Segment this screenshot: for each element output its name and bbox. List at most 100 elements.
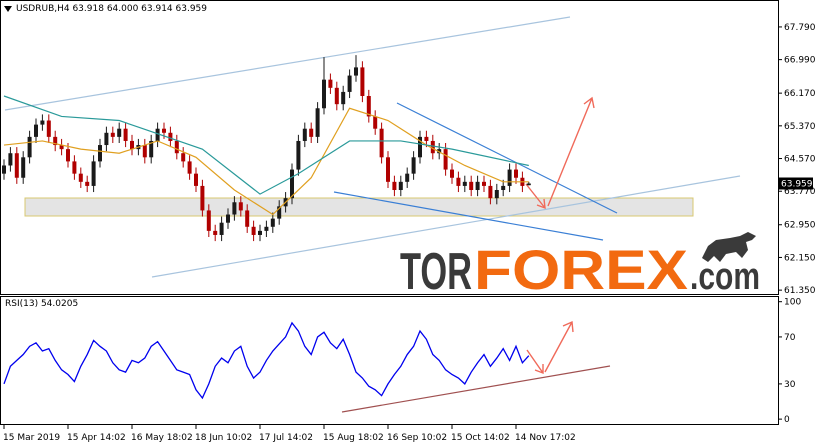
candle-body [59,145,64,150]
candle-body [187,161,192,174]
x-tick-label: 18 Jun 10:02 [195,433,252,443]
price-panel-frame [0,0,779,295]
candle-body [91,161,96,186]
candle-body [354,67,358,76]
arrow-up [547,96,595,207]
candle-body [494,190,499,199]
candle-body [264,226,269,231]
candle-body [98,145,102,162]
candle-body [34,124,38,137]
watermark-right: .com [690,256,760,298]
resistance-line [396,102,618,214]
candle-body [437,149,442,154]
candle-body [462,181,467,186]
x-tick-label: 14 Nov 17:02 [515,433,576,443]
rsi-panel-frame [0,296,779,425]
candle-body [162,128,166,133]
candle-body [27,136,32,158]
panel-marker [4,6,12,12]
candle-body [443,149,448,170]
candle-body [334,87,339,105]
rsi-arrow-up [544,320,574,373]
y-tick-label: 30 [784,380,796,390]
x-tick-label: 16 May 18:02 [131,433,193,443]
candle-body [200,185,205,211]
y-tick-label: 0 [784,415,790,425]
candle-body [424,136,429,141]
candle-body [501,185,506,191]
candle-body [14,153,19,178]
candle-body [405,173,410,182]
y-tick-label: 66.170 [784,89,815,99]
candle-body [418,136,422,158]
channel-upper [4,16,571,111]
candle-body [110,132,115,137]
candle-body [392,181,397,191]
candle-body [469,181,474,191]
candle-body [226,214,230,223]
rsi-arrow-down [526,349,544,375]
candle-body [258,230,262,235]
candle-body [296,140,301,170]
candle-body [251,226,256,235]
candle-body [322,79,326,109]
candle-body [21,157,26,178]
candle-body [245,210,250,227]
candle-body [130,140,134,150]
y-tick-label: 100 [784,298,801,308]
candle-body [53,136,58,146]
x-tick-label: 17 Jul 14:02 [259,433,313,443]
candle-body [398,181,403,191]
watermark-left: TOR [400,243,472,301]
y-tick-label: 63.770 [784,187,815,197]
x-tick-label: 15 Aug 18:02 [323,433,384,443]
candle-body [475,181,480,191]
candle-body [219,222,224,235]
candle-body [78,173,83,182]
candle-body [290,169,294,199]
candle-body [507,169,512,186]
candle-body [488,185,493,199]
watermark: TOR FOREX .com [400,232,760,301]
candle-body [2,165,6,174]
watermark-middle: FOREX [474,238,688,301]
candle-body [232,202,237,215]
channel-lower [151,175,741,278]
candle-body [526,183,531,186]
candle-body [194,173,198,186]
candle-body [360,67,365,97]
candle-body [213,230,218,235]
y-tick-label: 70 [784,333,796,343]
candle-body [149,140,154,158]
bull-logo [702,232,756,262]
candle-body [366,96,371,117]
candle-body [277,206,282,219]
candle-body [411,157,416,174]
y-tick-label: 67.790 [784,23,815,33]
support-zone [24,197,694,217]
moving-average [3,95,529,195]
last-price-label: 63.959 [781,180,813,190]
candle-body [450,169,454,178]
y-tick-label: 61.350 [784,286,815,296]
candle-body [482,181,486,186]
x-tick-label: 15 Apr 14:02 [67,433,126,443]
candle-body [270,218,275,227]
candle-body [117,128,122,137]
candle-body [379,128,384,158]
y-tick-label: 66.990 [784,56,815,66]
candle-body [181,153,186,162]
candle-body [341,91,346,105]
candle-body [155,128,160,141]
support-line [333,191,604,241]
candle-body [40,120,45,125]
candle-body [142,145,147,158]
y-tick-label: 62.950 [784,221,815,231]
candle-body [347,75,352,92]
candle-body [123,128,128,141]
candle-body [8,153,13,166]
x-tick-label: 16 Sep 10:02 [387,433,447,443]
candle-body [309,128,314,137]
